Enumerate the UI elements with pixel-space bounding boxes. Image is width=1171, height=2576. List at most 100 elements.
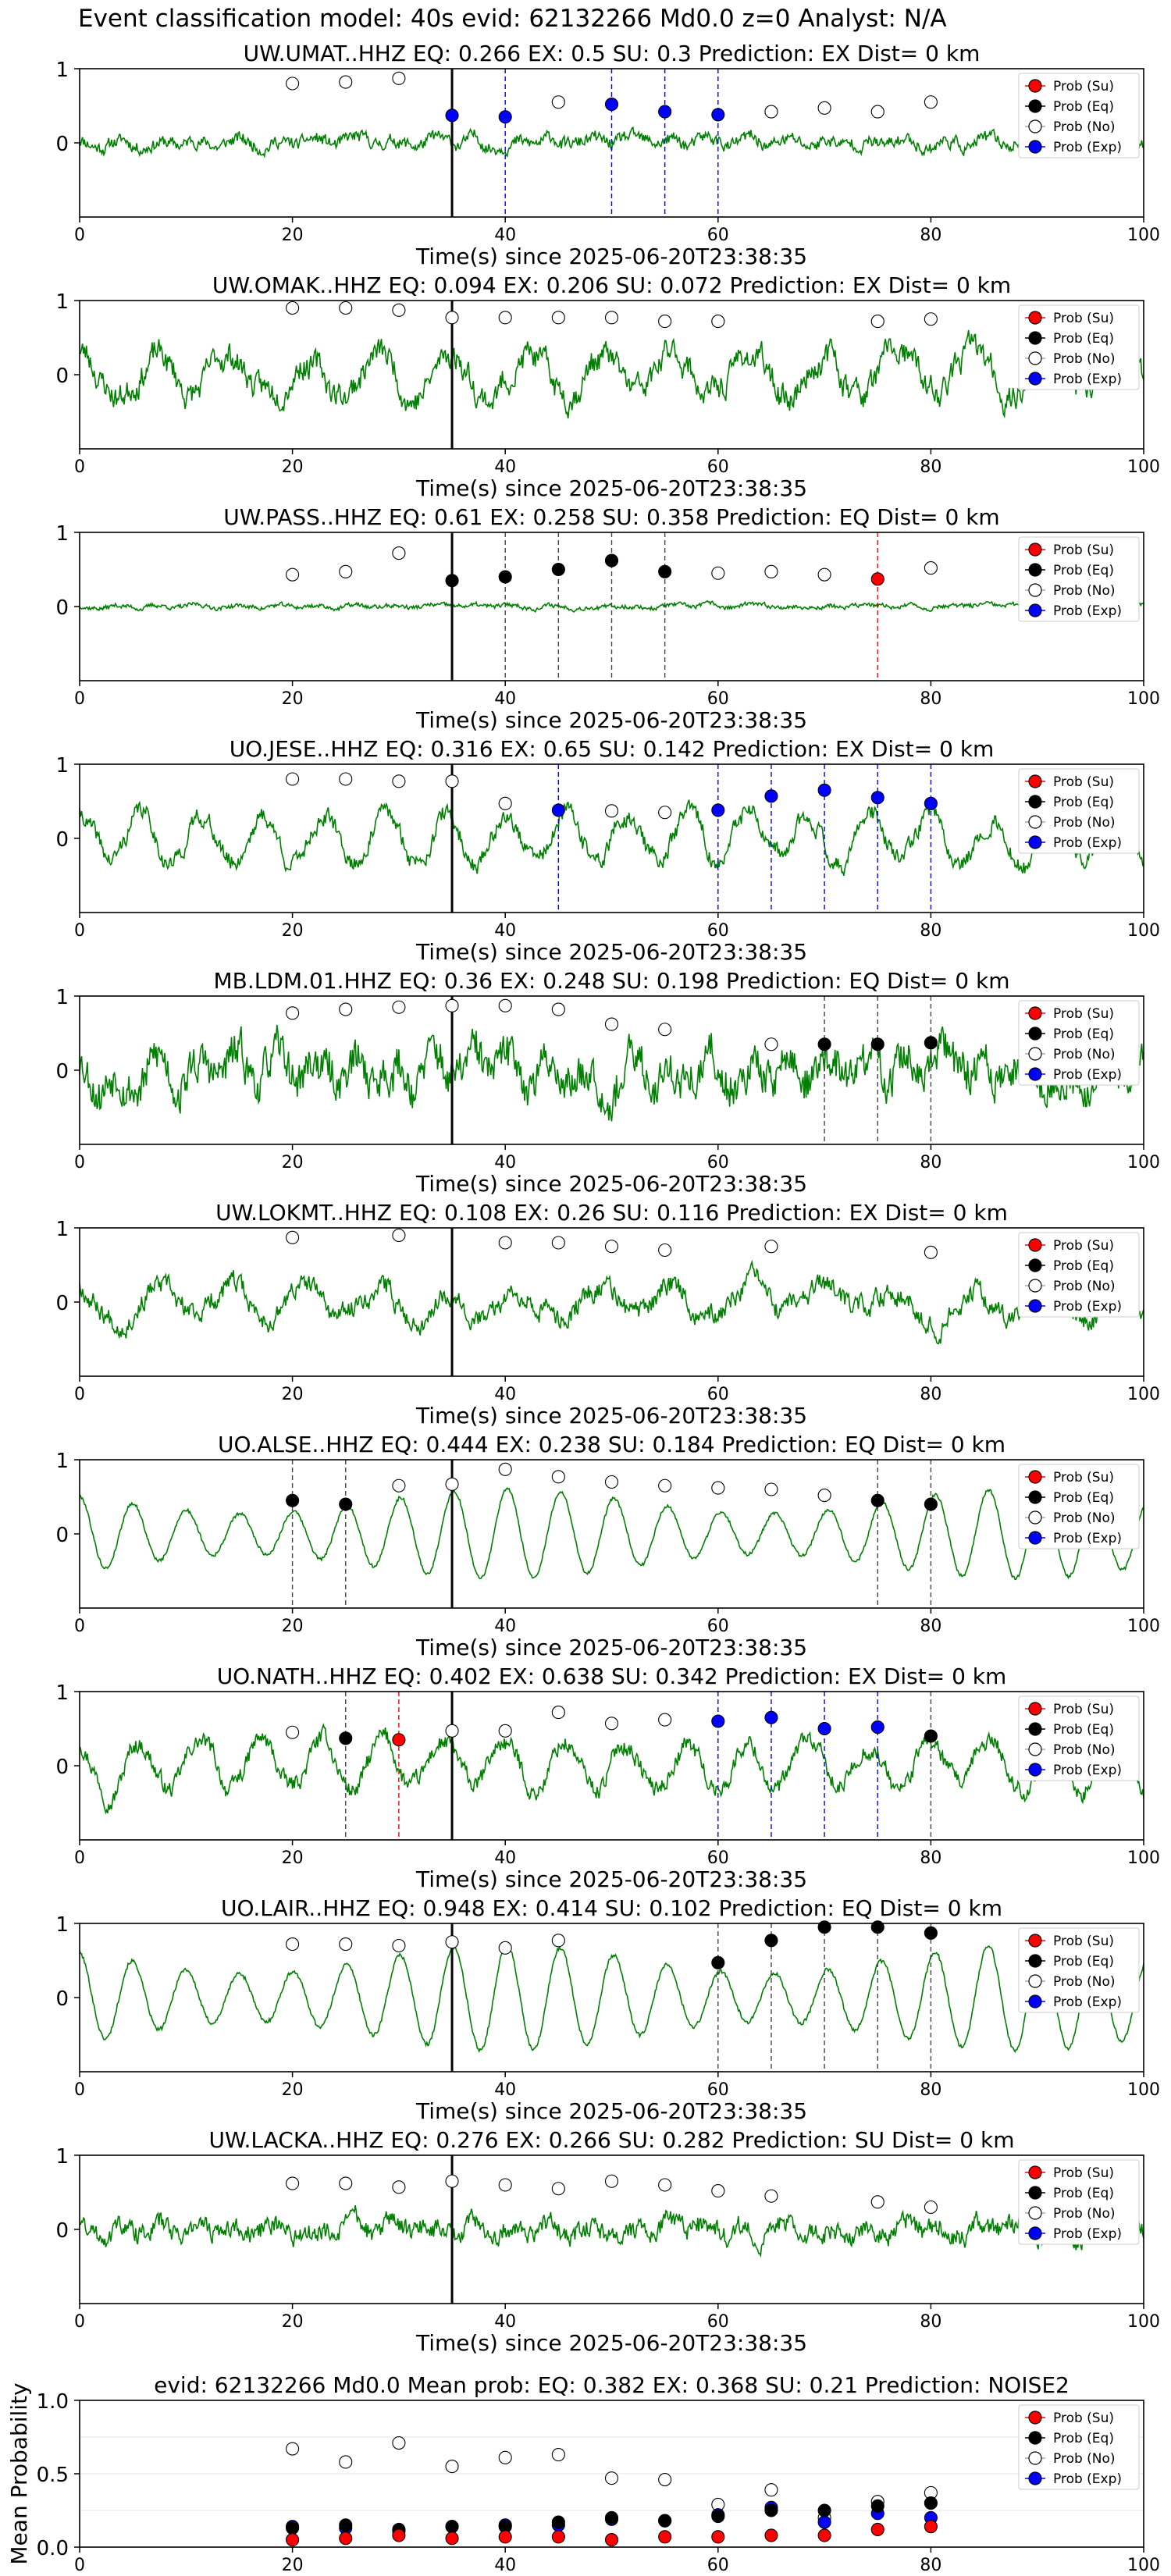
x-tick-label: 80 — [920, 2312, 941, 2332]
x-tick-label: 20 — [282, 1153, 304, 1172]
legend-label: Prob (No) — [1053, 1974, 1116, 1990]
legend-marker-eq — [1028, 1026, 1042, 1041]
prob-point-no — [764, 564, 778, 578]
x-tick-label: 60 — [707, 689, 729, 709]
legend-label: Prob (Eq) — [1053, 563, 1114, 578]
waveform-trace — [79, 329, 1144, 419]
legend-label: Prob (Exp) — [1053, 1299, 1122, 1315]
prob-point-no — [711, 566, 725, 580]
prob-point-no — [286, 1937, 300, 1952]
mean-prob-point-su — [870, 2522, 884, 2536]
mean-prob-point-su — [286, 2533, 300, 2547]
legend-marker-su — [1028, 2165, 1042, 2179]
x-tick-label: 20 — [282, 1385, 304, 1404]
prob-point-no — [498, 1724, 512, 1738]
prob-point-eq — [924, 1036, 938, 1050]
prob-point-no — [604, 1717, 619, 1731]
prob-point-no — [711, 1481, 725, 1495]
prob-point-no — [339, 1002, 353, 1016]
x-tick-label: 60 — [707, 1848, 729, 1868]
mean-prob-point-eq — [551, 2515, 565, 2529]
mean-prob-point-eq — [604, 2510, 619, 2524]
prob-point-eq — [286, 1493, 300, 1507]
legend-box — [1018, 536, 1140, 622]
prob-point-no — [498, 1941, 512, 1955]
legend-label: Prob (Su) — [1053, 2165, 1114, 2181]
panel-title: evid: 62132266 Md0.0 Mean prob: EQ: 0.38… — [154, 2372, 1070, 2398]
legend-label: Prob (Eq) — [1053, 1722, 1114, 1738]
legend-marker-no — [1028, 119, 1042, 133]
legend-label: Prob (Eq) — [1053, 1258, 1114, 1274]
legend-marker-su — [1028, 1006, 1042, 1020]
x-tick-label: 100 — [1127, 2312, 1160, 2332]
legend-label: Prob (Su) — [1053, 1470, 1114, 1485]
x-axis-label: Time(s) since 2025-06-20T23:38:35 — [415, 1635, 807, 1660]
mean-prob-point-su — [817, 2528, 831, 2542]
legend-label: Prob (Exp) — [1053, 140, 1122, 155]
legend-label: Prob (Su) — [1053, 1006, 1114, 1022]
y-tick-label: 1 — [55, 986, 69, 1009]
legend-label: Prob (Eq) — [1053, 331, 1114, 347]
x-tick-label: 0 — [74, 1153, 85, 1172]
legend-marker-su — [1028, 1702, 1042, 1716]
x-tick-label: 0 — [74, 1848, 85, 1868]
prob-point-no — [339, 301, 353, 315]
x-tick-label: 80 — [920, 2080, 941, 2100]
y-tick-label: 1 — [55, 1450, 69, 1473]
x-tick-label: 80 — [920, 1385, 941, 1404]
legend-marker-exp — [1028, 1994, 1042, 2008]
legend-label: Prob (Su) — [1053, 774, 1114, 790]
prob-point-su — [392, 1733, 406, 1747]
prob-point-exp — [658, 105, 672, 119]
legend-label: Prob (Exp) — [1053, 1067, 1122, 1083]
legend-marker-no — [1028, 1279, 1042, 1293]
prob-point-eq — [924, 1926, 938, 1940]
prob-point-no — [604, 804, 619, 818]
prob-point-no — [764, 1037, 778, 1051]
prob-point-no — [604, 1240, 619, 1254]
legend-marker-no — [1028, 583, 1042, 597]
prob-point-eq — [604, 553, 619, 568]
prob-point-exp — [604, 98, 619, 112]
x-tick-label: 80 — [920, 457, 941, 477]
mean-prob-point-su — [604, 2533, 619, 2547]
waveform-trace — [79, 1024, 1144, 1122]
prob-point-eq — [339, 1731, 353, 1745]
prob-point-no — [286, 2176, 300, 2190]
prob-point-eq — [658, 564, 672, 578]
legend-label: Prob (Eq) — [1053, 2186, 1114, 2201]
legend-marker-su — [1028, 311, 1042, 325]
prob-point-no — [392, 1478, 406, 1493]
x-tick-label: 20 — [282, 921, 304, 941]
x-axis-label: Time(s) since 2025-06-20T23:38:35 — [415, 475, 807, 501]
y-tick-label: 0 — [55, 1060, 69, 1083]
legend-marker-exp — [1028, 1299, 1042, 1313]
mean-prob-point-eq — [286, 2521, 300, 2535]
legend-box — [1018, 73, 1140, 158]
waveform-trace — [79, 1487, 1144, 1581]
y-tick-label: 1 — [55, 1681, 69, 1705]
panel-title: UO.ALSE..HHZ EQ: 0.444 EX: 0.238 SU: 0.1… — [218, 1432, 1005, 1457]
x-tick-label: 100 — [1127, 2556, 1160, 2575]
legend-label: Prob (No) — [1053, 1047, 1116, 1062]
x-tick-label: 100 — [1127, 2080, 1160, 2100]
prob-point-no — [764, 1482, 778, 1496]
x-tick-label: 20 — [282, 1848, 304, 1868]
legend-marker-su — [1028, 1238, 1042, 1252]
prob-point-eq — [817, 1920, 831, 1934]
prob-point-no — [924, 312, 938, 326]
legend-label: Prob (No) — [1053, 1742, 1116, 1758]
x-tick-label: 100 — [1127, 1617, 1160, 1636]
legend-label: Prob (No) — [1053, 1510, 1116, 1526]
mean-prob-point-eq — [817, 2503, 831, 2517]
y-tick-label: 0 — [55, 1292, 69, 1315]
prob-point-no — [392, 71, 406, 85]
x-tick-label: 60 — [707, 2312, 729, 2332]
legend-label: Prob (Exp) — [1053, 2471, 1122, 2487]
mean-prob-point-no — [604, 2471, 619, 2485]
panel-title: UW.LACKA..HHZ EQ: 0.276 EX: 0.266 SU: 0.… — [209, 2127, 1015, 2153]
legend-label: Prob (Eq) — [1053, 99, 1114, 115]
mean-prob-point-su — [711, 2530, 725, 2544]
x-tick-label: 60 — [707, 921, 729, 941]
